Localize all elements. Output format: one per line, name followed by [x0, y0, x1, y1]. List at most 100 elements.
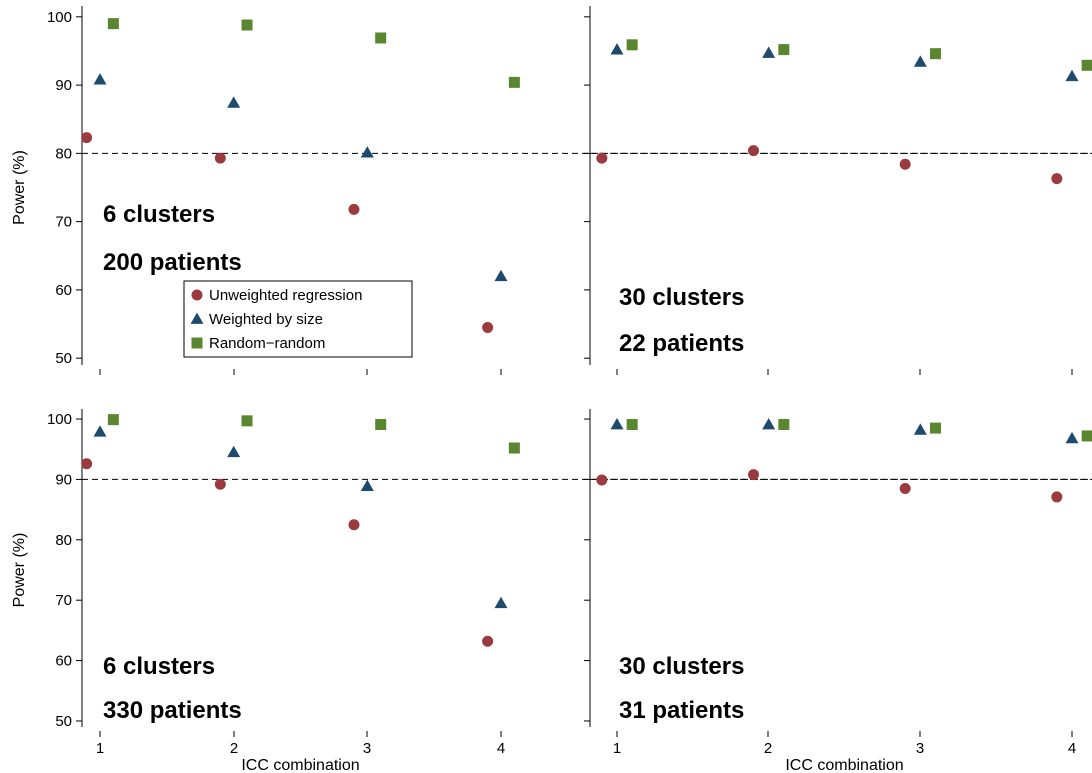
x-tick-label: 1	[96, 740, 104, 757]
data-point-square	[241, 19, 253, 31]
data-point-square	[626, 39, 638, 51]
data-point-circle	[214, 152, 226, 164]
data-point-triangle	[494, 596, 508, 609]
data-point-triangle	[610, 417, 624, 430]
data-point-circle	[596, 152, 608, 164]
data-point-circle	[482, 321, 494, 333]
legend-label: Unweighted regression	[209, 287, 362, 304]
y-tick-label: 50	[55, 713, 72, 730]
x-tick-label: 4	[1068, 740, 1076, 757]
series-triangle	[93, 425, 508, 609]
data-point-square	[107, 18, 119, 30]
data-point-triangle	[360, 479, 374, 491]
legend-box	[183, 280, 413, 358]
data-point-square	[626, 418, 638, 430]
series-triangle	[610, 417, 1079, 444]
data-point-triangle	[494, 269, 508, 282]
annotation-clusters: 30 clusters	[619, 653, 744, 680]
data-point-triangle	[227, 445, 241, 458]
annotation-patients: 31 patients	[619, 697, 744, 724]
legend-label: Random−random	[209, 335, 325, 352]
data-point-circle	[899, 482, 911, 494]
data-point-square	[778, 418, 790, 430]
data-point-circle	[899, 158, 911, 170]
annotation-clusters: 30 clusters	[619, 284, 744, 311]
y-tick-label: 60	[55, 282, 72, 299]
series-square	[626, 39, 1092, 71]
y-tick-label: 100	[47, 9, 72, 26]
series-triangle	[610, 43, 1079, 82]
series-square	[107, 18, 520, 88]
data-point-square	[508, 442, 520, 454]
legend-marker-triangle	[190, 312, 204, 324]
y-tick-label: 70	[55, 214, 72, 231]
x-tick-label: 4	[497, 740, 505, 757]
panel-top-right: 30 clusters 22 patients	[584, 6, 1092, 375]
x-tick-label: 1	[613, 740, 621, 757]
data-point-triangle	[1065, 69, 1079, 82]
series-circle	[596, 145, 1063, 185]
x-tick-label: 3	[916, 740, 924, 757]
data-point-square	[930, 422, 941, 434]
data-point-square	[930, 48, 941, 60]
data-point-triangle	[227, 96, 241, 108]
x-tick-label: 3	[363, 740, 371, 757]
annotation-patients: 330 patients	[103, 697, 242, 724]
data-point-square	[107, 414, 119, 426]
data-point-square	[508, 76, 520, 88]
legend-marker-circle	[191, 289, 203, 301]
annotation-patients: 22 patients	[619, 330, 744, 357]
series-triangle	[93, 73, 508, 282]
y-tick-label: 90	[55, 471, 72, 488]
data-point-square	[241, 415, 253, 427]
data-point-circle	[214, 478, 226, 490]
y-axis-title: Power (%)	[11, 533, 28, 608]
y-tick-label: 70	[55, 592, 72, 609]
data-point-triangle	[1065, 431, 1079, 444]
series-circle	[81, 458, 494, 647]
data-point-triangle	[913, 423, 927, 435]
data-point-triangle	[610, 43, 624, 55]
y-tick-label: 50	[55, 350, 72, 367]
y-tick-label: 80	[55, 145, 72, 162]
legend-marker-square	[191, 337, 203, 349]
data-point-triangle	[762, 46, 776, 58]
data-point-triangle	[762, 417, 776, 430]
data-point-square	[1081, 430, 1092, 442]
data-point-circle	[482, 635, 494, 647]
y-tick-label: 100	[47, 411, 72, 428]
data-point-square	[778, 44, 790, 56]
data-point-triangle	[93, 73, 107, 85]
series-square	[107, 414, 520, 454]
legend: Unweighted regression Weighted by size Ran…	[183, 280, 413, 358]
data-point-circle	[1051, 173, 1063, 185]
series-square	[626, 418, 1092, 442]
x-axis-title: ICC combination	[785, 757, 903, 773]
y-tick-label: 90	[55, 77, 72, 94]
data-point-square	[1081, 59, 1092, 71]
y-axis-title: Power (%)	[11, 150, 28, 225]
series-circle	[596, 469, 1063, 503]
data-point-triangle	[360, 146, 374, 158]
data-point-circle	[348, 519, 360, 531]
data-point-circle	[81, 458, 93, 470]
data-point-circle	[1051, 491, 1063, 503]
x-tick-label: 2	[230, 740, 238, 757]
x-axis-title: ICC combination	[241, 757, 359, 773]
data-point-square	[375, 32, 387, 44]
y-tick-label: 60	[55, 653, 72, 670]
data-point-circle	[348, 203, 360, 215]
data-point-circle	[748, 469, 759, 481]
data-point-triangle	[913, 55, 927, 67]
data-point-circle	[81, 132, 93, 144]
data-point-circle	[596, 474, 608, 486]
panel-top-left: 50 60 70 80 90 100 Power (%) 6 clusters 200 pati…	[11, 6, 1092, 375]
x-tick-label: 2	[764, 740, 772, 757]
data-point-triangle	[93, 425, 107, 437]
y-tick-label: 80	[55, 532, 72, 549]
panel-bottom-right: 1 2 3 4 ICC combination 30 clusters 31 patient…	[584, 409, 1092, 773]
annotation-clusters: 6 clusters	[103, 653, 215, 680]
annotation-patients: 200 patients	[103, 249, 242, 276]
data-point-circle	[748, 145, 759, 157]
